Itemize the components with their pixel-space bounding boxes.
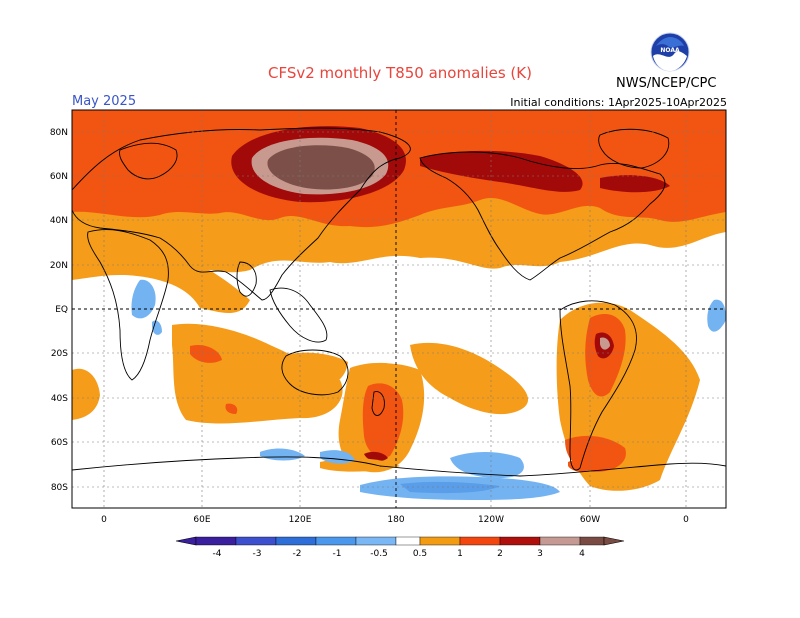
- indian-red-1: [190, 344, 222, 363]
- initial-conditions: Initial conditions: 1Apr2025-10Apr2025: [510, 96, 727, 109]
- colorbar-right-arrow: [603, 536, 625, 546]
- lat-label: 60S: [51, 438, 68, 448]
- lon-label: 120W: [478, 515, 504, 525]
- coast-india: [236, 261, 257, 297]
- lat-labels: 80N 60N 40N 20N EQ 20S 40S 60S 80S: [50, 128, 68, 493]
- logo-text: NOAA: [660, 47, 680, 54]
- lat-label: 60N: [50, 172, 68, 182]
- arctic-darkred-2: [600, 175, 670, 193]
- lon-label: 180: [387, 515, 404, 525]
- colorbar-bin: [459, 536, 501, 546]
- graticule: [72, 110, 726, 508]
- australia-orange: [280, 352, 348, 391]
- colorbar-bin: [395, 536, 421, 546]
- coast-europe-north: [119, 142, 178, 180]
- agency-label: NWS/NCEP/CPC: [616, 76, 717, 91]
- coast-antarctica: [72, 456, 726, 477]
- colorbar-label: 3: [537, 549, 543, 559]
- lon-label: 60W: [580, 515, 600, 525]
- coast-south-america: [559, 300, 637, 471]
- coast-africa: [87, 229, 169, 381]
- central-pacific-orange: [410, 342, 529, 415]
- colorbar-bin: [235, 536, 277, 546]
- colorbar-label: 2: [497, 549, 503, 559]
- ross-blue: [450, 452, 524, 478]
- lat-label: EQ: [55, 305, 68, 315]
- colorbar-label: -3: [253, 549, 262, 559]
- colorbar-bin: [419, 536, 461, 546]
- coast-north-america: [419, 151, 666, 281]
- lat-label: 80S: [51, 483, 68, 493]
- lat-label: 40N: [50, 216, 68, 226]
- africa-orange: [72, 238, 250, 313]
- colorbar-label: -1: [333, 549, 342, 559]
- siberia-brown: [267, 145, 375, 190]
- anomaly-fields: [72, 110, 726, 508]
- colorbar-label: -4: [213, 549, 222, 559]
- coast-nz: [371, 391, 385, 416]
- map-frame: [71, 109, 727, 509]
- lat-label: 20N: [50, 261, 68, 271]
- lat-label: 20S: [51, 349, 68, 359]
- lon-label: 120E: [289, 515, 312, 525]
- colorbar-bin: [579, 536, 605, 546]
- noaa-logo-icon: NOAA: [650, 32, 690, 72]
- colorbar-bin: [355, 536, 397, 546]
- colorbar-bin: [539, 536, 581, 546]
- atlantic-blue: [707, 299, 726, 332]
- colorbar-label: 1: [457, 549, 463, 559]
- colorbar-left-arrow: [175, 536, 197, 546]
- colorbar-label: 0.5: [413, 549, 427, 559]
- coast-southeast-asia: [269, 287, 328, 343]
- lon-label: 0: [683, 515, 689, 525]
- south-america-rose: [600, 337, 610, 350]
- colorbar-label: -0.5: [370, 549, 388, 559]
- lat-label: 80N: [50, 128, 68, 138]
- indian-red-2: [225, 403, 238, 414]
- colorbar-bin: [195, 536, 237, 546]
- equator-dateline: [72, 110, 726, 508]
- coast-australia: [281, 349, 349, 396]
- colorbar-bin: [275, 536, 317, 546]
- west-africa-orange-left: [72, 368, 100, 420]
- colorbar-bin: [499, 536, 541, 546]
- lon-label: 0: [101, 515, 107, 525]
- africa-blue: [131, 279, 156, 319]
- colorbar-label: -2: [293, 549, 302, 559]
- forecast-month: May 2025: [72, 94, 137, 109]
- lon-label: 60E: [193, 515, 210, 525]
- colorbar-bin: [315, 536, 357, 546]
- lat-label: 40S: [51, 394, 68, 404]
- coastlines: [72, 127, 726, 477]
- colorbar-label: 4: [579, 549, 585, 559]
- map-title: CFSv2 monthly T850 anomalies (K): [268, 64, 532, 82]
- antarctic-blue-inner: [400, 481, 500, 494]
- colorbar: -4 -3 -2 -1 -0.5 0.5 1 2 3 4: [175, 536, 625, 559]
- coast-eurasia: [72, 127, 411, 301]
- lon-labels: 0 60E 120E 180 120W 60W 0: [101, 515, 689, 525]
- indian-ocean-orange: [172, 323, 343, 424]
- east-pacific-orange: [260, 274, 615, 366]
- coast-greenland: [598, 128, 670, 169]
- arctic-darkred-1: [420, 150, 583, 192]
